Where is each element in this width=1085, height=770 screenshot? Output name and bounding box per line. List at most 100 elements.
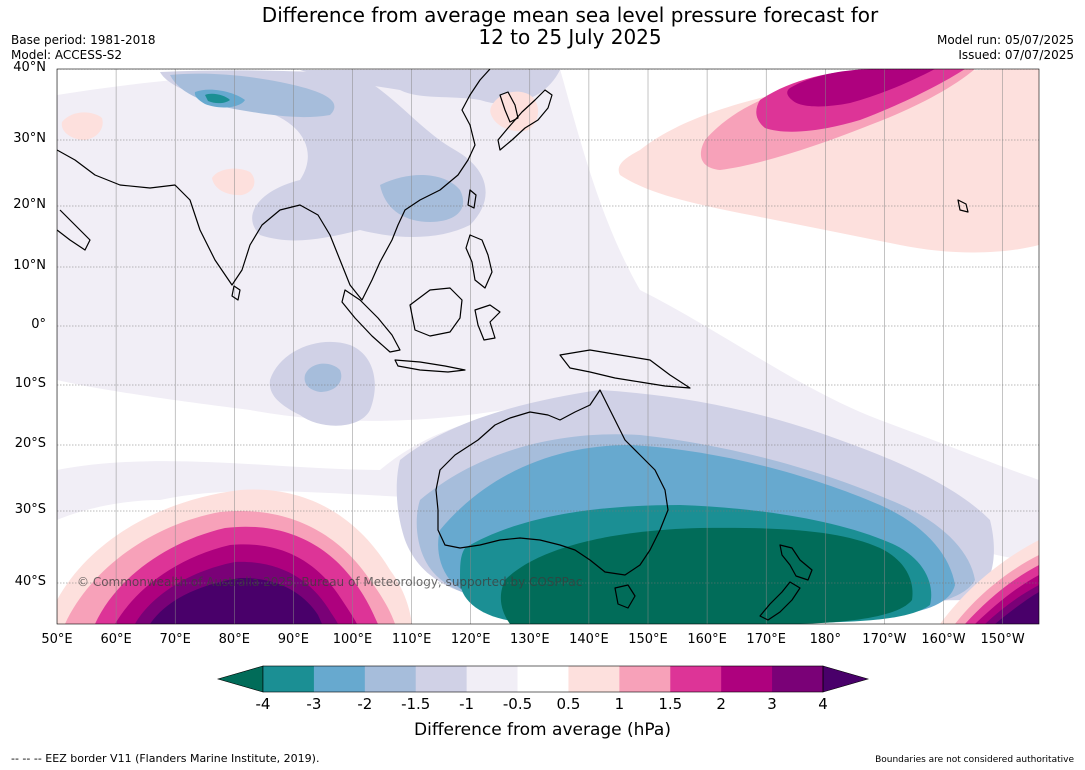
colorbar-tick-label: 2 xyxy=(716,695,726,713)
longitude-label: 90°E xyxy=(277,632,310,647)
copyright-text: © Commonwealth of Australia 2025, Bureau… xyxy=(77,575,583,589)
coastline-sri-lanka xyxy=(231,285,241,301)
coastline-new-zealand-north xyxy=(779,544,813,581)
latitude-label: 40°N xyxy=(13,60,46,75)
latitude-label: 10°N xyxy=(13,258,46,273)
anomaly-region-minus-1-5-china xyxy=(380,174,464,222)
coastline-new-zealand-south xyxy=(759,581,801,621)
gridlines xyxy=(57,69,1039,624)
map-title: Difference from average mean sea level p… xyxy=(0,4,1085,48)
title-line-2: 12 to 25 July 2025 xyxy=(478,25,662,49)
anomaly-region-minus-4 xyxy=(500,527,913,624)
longitude-label: 50°E xyxy=(41,632,73,647)
coastline-borneo xyxy=(409,287,463,337)
longitude-label: 80°E xyxy=(218,632,250,647)
latitude-label: 0° xyxy=(31,317,46,332)
colorbar-tick-label: 1.5 xyxy=(658,695,683,713)
boundaries-disclaimer: Boundaries are not considered authoritat… xyxy=(875,755,1074,765)
title-line-1: Difference from average mean sea level p… xyxy=(261,3,879,27)
anomaly-region-plus-4-se xyxy=(995,592,1039,624)
colorbar-tick-label: 1 xyxy=(614,695,625,713)
model-text: Model: ACCESS-S2 xyxy=(11,48,123,62)
coastline-new-guinea xyxy=(559,349,691,389)
coastline-sulawesi xyxy=(474,304,501,341)
colorbar xyxy=(216,665,870,693)
colorbar-segment xyxy=(568,666,620,692)
longitude-label: 140°E xyxy=(569,632,609,647)
coastline-tasmania xyxy=(614,584,636,609)
latitude-label: 10°S xyxy=(14,376,46,391)
colorbar-tick-label: 0.5 xyxy=(556,695,581,713)
anomaly-region-plus-0-5-arabia xyxy=(61,112,103,140)
coastline-philippines xyxy=(465,234,493,289)
longitude-label: 70°E xyxy=(159,632,191,647)
coastlines xyxy=(57,69,969,621)
coastline-korea xyxy=(499,91,519,123)
colorbar-tick-label: -1.5 xyxy=(401,695,431,713)
colorbar-segment xyxy=(364,666,417,692)
latitude-label: 40°S xyxy=(14,574,46,589)
longitude-label: 150°W xyxy=(980,632,1025,647)
longitude-label: 60°E xyxy=(100,632,132,647)
latitude-label: 20°N xyxy=(13,197,46,212)
colorbar-frame xyxy=(262,665,824,693)
coastline-hawaii xyxy=(957,199,969,213)
colorbar-segment xyxy=(772,666,824,692)
latitude-label: 20°S xyxy=(14,436,46,451)
longitude-label: 150°E xyxy=(628,632,668,647)
eez-legend-text: -- -- -- EEZ border V11 (Flanders Marine… xyxy=(11,752,320,765)
anomaly-region-plus-0-5-npacific xyxy=(618,69,1039,253)
coastline-sumatra xyxy=(341,289,401,353)
pressure-anomaly-field xyxy=(57,69,1039,624)
colorbar-segment xyxy=(263,666,315,692)
coastline-japan xyxy=(497,89,553,151)
coastline-australia xyxy=(435,389,669,576)
colorbar-segment xyxy=(619,666,671,692)
colorbar-segment xyxy=(313,666,366,692)
colorbar-tick-label: -0.5 xyxy=(502,695,533,713)
metadata-left: Base period: 1981-2018 Model: ACCESS-S2 xyxy=(11,33,156,63)
anomaly-region-plus-0-5-india xyxy=(212,168,255,196)
anomaly-region-minus-1-5-indian xyxy=(304,363,342,392)
latitude-label: 30°S xyxy=(14,502,46,517)
base-period-text: Base period: 1981-2018 xyxy=(11,33,156,47)
longitude-label: 110°E xyxy=(391,632,432,647)
model-run-text: Model run: 05/07/2025 xyxy=(936,33,1074,47)
colorbar-high-extend xyxy=(822,665,870,693)
colorbar-label: Difference from average (hPa) xyxy=(414,720,671,740)
colorbar-tick-label: -1 xyxy=(459,695,475,713)
anomaly-region-plus-4-sw xyxy=(150,577,322,624)
longitude-label: 170°W xyxy=(862,632,907,647)
issued-text: Issued: 07/07/2025 xyxy=(958,48,1074,62)
map-frame xyxy=(56,68,1040,625)
longitude-label: 100°E xyxy=(332,632,373,647)
anomaly-region-minus-1-east xyxy=(300,70,560,104)
colorbar-tick-label: -4 xyxy=(255,695,271,713)
colorbar-segment xyxy=(721,666,773,692)
longitude-label: 130°E xyxy=(510,632,550,647)
colorbar-tick-label: -2 xyxy=(357,695,373,713)
longitude-label: 170°E xyxy=(746,632,786,647)
metadata-right: Model run: 05/07/2025 Issued: 07/07/2025 xyxy=(937,33,1074,63)
coastline-arabia xyxy=(57,209,91,251)
coastline-taiwan xyxy=(467,189,477,209)
colorbar-tick-label: 4 xyxy=(818,695,828,713)
coastline-java xyxy=(394,359,466,373)
colorbar-segment xyxy=(415,666,468,692)
latitude-label: 30°N xyxy=(13,131,46,146)
longitude-label: 180° xyxy=(809,632,841,647)
colorbar-segment xyxy=(670,666,722,692)
colorbar-tick-label: 3 xyxy=(767,695,777,713)
coastline-asia-mainland xyxy=(57,69,491,301)
longitude-label: 160°E xyxy=(687,632,727,647)
anomaly-region-plus-2-npacific xyxy=(787,69,935,107)
colorbar-tick-label: -3 xyxy=(306,695,322,713)
anomaly-region-minus-3-himalaya xyxy=(205,93,230,104)
colorbar-segment xyxy=(466,666,519,692)
colorbar-segment xyxy=(517,666,569,692)
longitude-label: 120°E xyxy=(450,632,491,647)
colorbar-low-extend xyxy=(216,665,264,693)
longitude-label: 160°W xyxy=(921,632,966,647)
